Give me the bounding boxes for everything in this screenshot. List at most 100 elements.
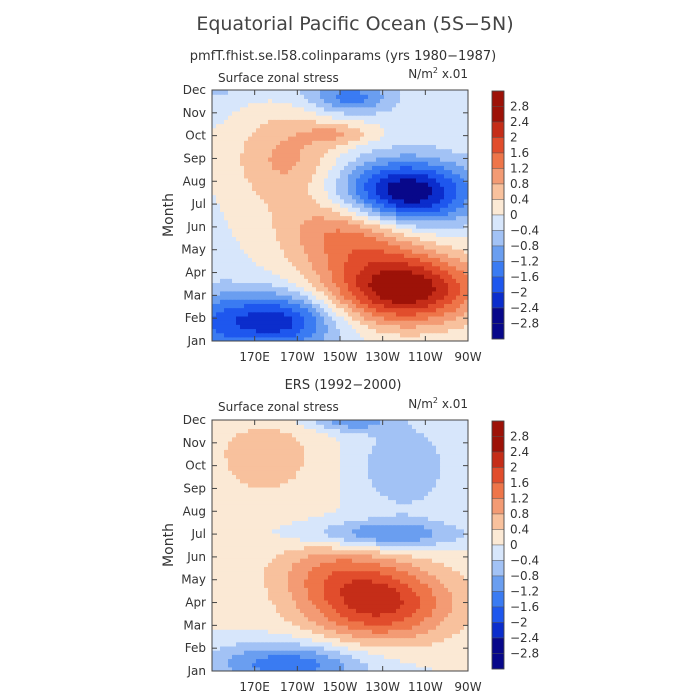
heatmap-cell	[312, 148, 317, 154]
heatmap-cell	[276, 194, 281, 200]
heatmap-cell	[340, 257, 345, 263]
heatmap-cell	[460, 645, 465, 651]
heatmap-cell	[236, 261, 241, 267]
heatmap-cell	[448, 152, 453, 158]
heatmap-cell	[288, 186, 293, 191]
heatmap-cell	[444, 274, 449, 279]
heatmap-cell	[236, 315, 241, 321]
heatmap-cell	[356, 612, 361, 618]
heatmap-cell	[436, 156, 441, 162]
heatmap-cell	[360, 629, 365, 634]
heatmap-cell	[460, 662, 465, 668]
heatmap-cell	[360, 290, 365, 296]
heatmap-cell	[392, 219, 397, 225]
heatmap-cell	[224, 232, 229, 238]
heatmap-cell	[452, 616, 457, 622]
heatmap-cell	[224, 633, 229, 639]
heatmap-cell	[412, 290, 417, 296]
heatmap-cell	[436, 257, 441, 263]
heatmap-cell	[220, 202, 225, 208]
heatmap-cell	[448, 624, 453, 630]
heatmap-cell	[348, 253, 353, 258]
figure-title: Equatorial Pacific Ocean (5S−5N)	[196, 13, 513, 35]
heatmap-cell	[304, 616, 309, 622]
heatmap-cell	[360, 102, 365, 108]
heatmap-cell	[248, 629, 253, 634]
heatmap-cell	[288, 156, 293, 162]
heatmap-cell	[372, 320, 377, 325]
heatmap-cell	[336, 248, 341, 254]
heatmap-cell	[252, 148, 257, 154]
heatmap-cell	[304, 315, 309, 321]
heatmap-cell	[264, 94, 269, 99]
heatmap-cell	[436, 608, 441, 614]
heatmap-cell	[308, 115, 313, 120]
heatmap-cell	[436, 140, 441, 145]
heatmap-cell	[328, 144, 333, 150]
heatmap-cell	[348, 629, 353, 634]
heatmap-cell	[276, 228, 281, 233]
heatmap-cell	[356, 654, 361, 660]
heatmap-cell	[260, 624, 265, 630]
heatmap-cell	[428, 211, 433, 217]
heatmap-cell	[352, 115, 357, 120]
heatmap-cell	[244, 629, 249, 634]
heatmap-cell	[252, 219, 257, 225]
heatmap-cell	[316, 599, 321, 605]
heatmap-cell	[392, 152, 397, 158]
heatmap-cell	[288, 658, 293, 664]
heatmap-cell	[372, 190, 377, 196]
heatmap-cell	[248, 156, 253, 162]
heatmap-cell	[316, 248, 321, 254]
heatmap-cell	[408, 177, 413, 183]
heatmap-cell	[432, 228, 437, 233]
heatmap-cell	[424, 612, 429, 618]
heatmap-cell	[276, 620, 281, 626]
heatmap-cell	[376, 110, 381, 116]
heatmap-cell	[404, 650, 409, 655]
heatmap-cell	[228, 624, 233, 630]
heatmap-cell	[416, 219, 421, 225]
heatmap-cell	[212, 207, 217, 212]
heatmap-cell	[416, 127, 421, 133]
heatmap-cell	[324, 198, 329, 204]
heatmap-cell	[292, 265, 297, 271]
heatmap-cell	[260, 144, 265, 150]
heatmap-cell	[228, 645, 233, 651]
heatmap-cell	[240, 336, 245, 341]
heatmap-cell	[396, 211, 401, 217]
heatmap-cell	[368, 110, 373, 116]
heatmap-cell	[460, 336, 465, 341]
heatmap-cell	[256, 215, 261, 221]
heatmap-cell	[252, 307, 257, 313]
heatmap-cell	[312, 98, 317, 104]
heatmap-cell	[252, 236, 257, 242]
heatmap-cell	[416, 253, 421, 258]
heatmap-cell	[432, 136, 437, 141]
heatmap-cell	[420, 182, 425, 187]
heatmap-cell	[396, 131, 401, 137]
heatmap-cell	[252, 136, 257, 141]
heatmap-cell	[368, 115, 373, 120]
heatmap-cell	[268, 645, 273, 651]
heatmap-cell	[224, 253, 229, 258]
heatmap-cell	[444, 110, 449, 116]
heatmap-cell	[216, 315, 221, 321]
heatmap-cell	[280, 307, 285, 313]
heatmap-cell	[232, 190, 237, 196]
heatmap-cell	[228, 156, 233, 162]
heatmap-cell	[264, 604, 269, 609]
heatmap-cell	[400, 169, 405, 175]
heatmap-cell	[288, 261, 293, 267]
heatmap-cell	[352, 144, 357, 150]
heatmap-cell	[464, 633, 468, 639]
heatmap-cell	[392, 123, 397, 129]
heatmap-cell	[448, 232, 453, 238]
heatmap-cell	[332, 152, 337, 158]
heatmap-cell	[340, 307, 345, 313]
heatmap-cell	[436, 637, 441, 643]
heatmap-cell	[212, 165, 217, 171]
heatmap-cell	[244, 186, 249, 191]
heatmap-cell	[432, 169, 437, 175]
heatmap-cell	[280, 186, 285, 191]
